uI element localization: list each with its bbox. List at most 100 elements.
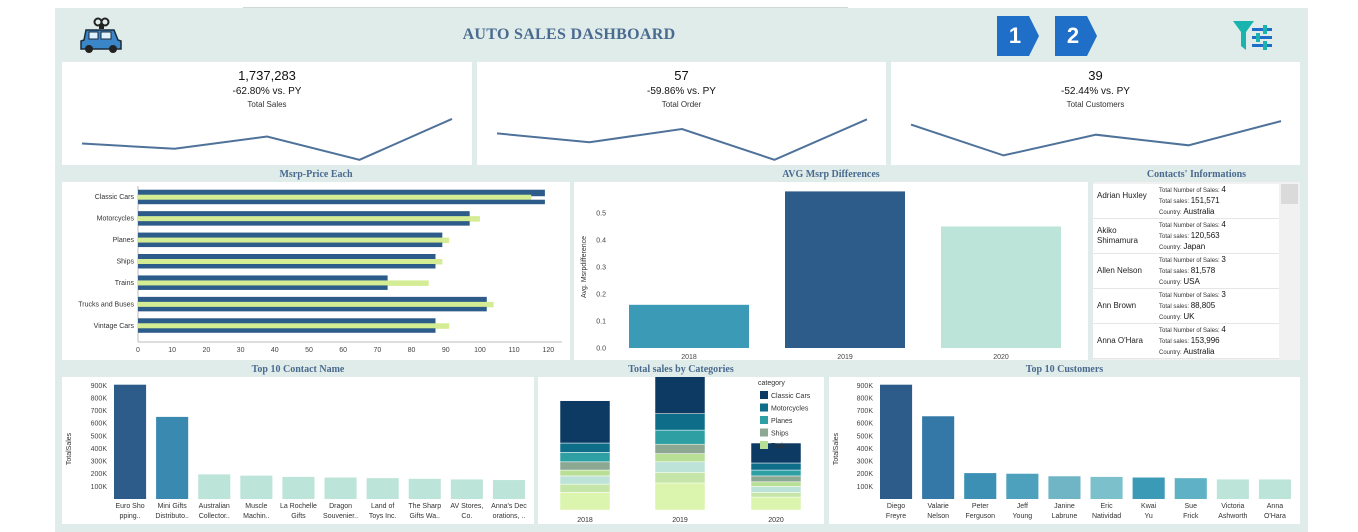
bar-series-2	[138, 194, 532, 201]
bar-series-1	[138, 232, 443, 240]
contact-detail: Country: Australia	[1159, 347, 1214, 356]
contact-name: Ann Brown	[1097, 301, 1137, 310]
y-tick-label: 200K	[91, 471, 108, 478]
kpi-change: -62.80% vs. PY	[232, 86, 302, 97]
category-label: Planes	[113, 237, 135, 244]
page-2-button[interactable]: 2	[1055, 16, 1097, 56]
category-label: Vintage Cars	[94, 323, 135, 330]
stack-segment	[750, 475, 802, 483]
x-tick-label-line1: Victoria	[1221, 503, 1244, 510]
contact-row[interactable]: Adrian Huxley Total Number of Sales: 4 Tot…	[1093, 184, 1279, 219]
bar	[1258, 479, 1291, 499]
stack-segment	[750, 486, 802, 493]
top-customers-title: Top 10 Customers	[1025, 364, 1104, 375]
bar	[156, 416, 189, 499]
stack-segment	[559, 400, 611, 444]
bar-series-1	[138, 318, 436, 325]
detail-value: Australia	[1183, 347, 1215, 356]
stack-segment	[559, 469, 611, 477]
avg-msrp-title: AVG Msrp Differences	[782, 169, 880, 180]
bar-series-1	[138, 264, 436, 269]
x-tick-label-line1: Sue	[1185, 503, 1198, 510]
x-tick-label-line1: La Rochelle	[280, 503, 317, 510]
car-icon	[78, 16, 124, 59]
kpi-label: Total Sales	[247, 100, 287, 109]
bar	[941, 226, 1061, 348]
kpi-change: -59.86% vs. PY	[647, 86, 716, 97]
y-tick-label: 0.4	[596, 238, 606, 245]
kpi-total-customers: 39 -52.44% vs. PY Total Customers	[891, 62, 1300, 165]
detail-label: Total sales:	[1159, 339, 1191, 345]
x-tick-label: 110	[509, 347, 520, 354]
detail-label: Country:	[1159, 280, 1184, 286]
bar-series-1	[138, 189, 545, 197]
sales-categories-title: Total sales by Categories	[628, 364, 734, 375]
sparkline-line	[910, 120, 1282, 157]
y-tick-label: 800K	[857, 395, 874, 402]
x-tick-label-line1: Dragon	[329, 503, 352, 510]
detail-label: Country:	[1159, 315, 1184, 321]
bar	[785, 191, 905, 348]
detail-value: UK	[1183, 312, 1195, 321]
stack-segment	[750, 481, 802, 487]
contact-detail: Total Number of Sales: 4	[1159, 325, 1226, 334]
x-tick-label-line2: Gifts	[291, 513, 306, 520]
detail-value: 81,578	[1190, 266, 1216, 275]
bar	[1216, 479, 1249, 499]
sales-categories-panel: 2018 2019 2020 category Classic Cars Motorcyc…	[538, 357, 824, 524]
bar-series-1	[138, 328, 436, 333]
detail-value: Australia	[1183, 207, 1215, 216]
bar	[324, 477, 357, 499]
contacts-scrollbar-thumb[interactable]	[1281, 184, 1298, 204]
bar-series-2	[138, 323, 450, 329]
bar	[1132, 477, 1165, 499]
x-tick-label-line2: Ferguson	[965, 513, 995, 520]
contact-detail: Total sales: 120,563	[1159, 231, 1220, 240]
x-tick-label: 2020	[768, 517, 784, 524]
category-label: Trains	[115, 280, 135, 287]
x-tick-label-line1: Janine	[1054, 503, 1075, 510]
bar	[1006, 473, 1039, 499]
contact-row[interactable]: Anna O'Hara Total Number of Sales: 4 Total…	[1093, 324, 1279, 359]
x-tick-label-line1: Anna's Dec	[491, 503, 527, 510]
page-1-button[interactable]: 1	[997, 16, 1039, 56]
filter-icon[interactable]	[1232, 18, 1274, 59]
stack-segment	[559, 483, 611, 493]
y-tick-label: 400K	[857, 446, 874, 453]
bar-series-1	[138, 306, 487, 312]
bar	[1090, 476, 1123, 499]
bar	[240, 475, 273, 499]
stack-segment	[559, 452, 611, 463]
x-tick-label-line1: Peter	[972, 503, 989, 510]
top-contact-chart: 100K 200K 300K 400K 500K 600K 700K 800K 900K Tota…	[66, 383, 527, 520]
detail-label: Total Number of Sales:	[1159, 223, 1222, 229]
legend-swatch	[760, 403, 768, 412]
x-tick-label-line1: Euro Sho	[115, 503, 144, 510]
x-tick-label-line2: Co.	[461, 513, 472, 520]
msrp-price-title: Msrp-Price Each	[279, 169, 353, 180]
bar-series-2	[138, 237, 450, 244]
legend-swatch	[760, 428, 768, 437]
contact-row[interactable]: Allen Nelson Total Number of Sales: 3 Tota…	[1093, 254, 1279, 289]
y-tick-label: 400K	[91, 446, 108, 453]
detail-label: Total Number of Sales:	[1159, 293, 1222, 299]
detail-label: Country:	[1159, 210, 1184, 216]
x-tick-label-line1: Eric	[1101, 503, 1114, 510]
contact-row[interactable]: Ann Brown Total Number of Sales: 3 Total s…	[1093, 289, 1279, 324]
detail-value: 88,805	[1190, 301, 1216, 310]
stack-segment	[654, 472, 706, 484]
contacts-title: Contacts' Informations	[1146, 169, 1247, 180]
msrp-price-chart: Classic Cars Motorcycles Planes Ships Trains…	[78, 186, 562, 354]
y-tick-label: 100K	[857, 484, 874, 491]
detail-value: 4	[1221, 185, 1226, 194]
y-tick-label: 0.1	[596, 319, 606, 326]
stack-segment	[654, 482, 706, 511]
y-tick-label: 0.5	[596, 211, 606, 218]
detail-value: 153,996	[1190, 336, 1220, 345]
stack-segment	[559, 442, 611, 453]
dashboard-title: AUTO SALES DASHBOARD	[0, 26, 1358, 44]
contact-detail: Country: Australia	[1159, 207, 1214, 216]
bar-series-2	[138, 301, 494, 308]
kpi-change: -52.44% vs. PY	[1061, 86, 1130, 97]
